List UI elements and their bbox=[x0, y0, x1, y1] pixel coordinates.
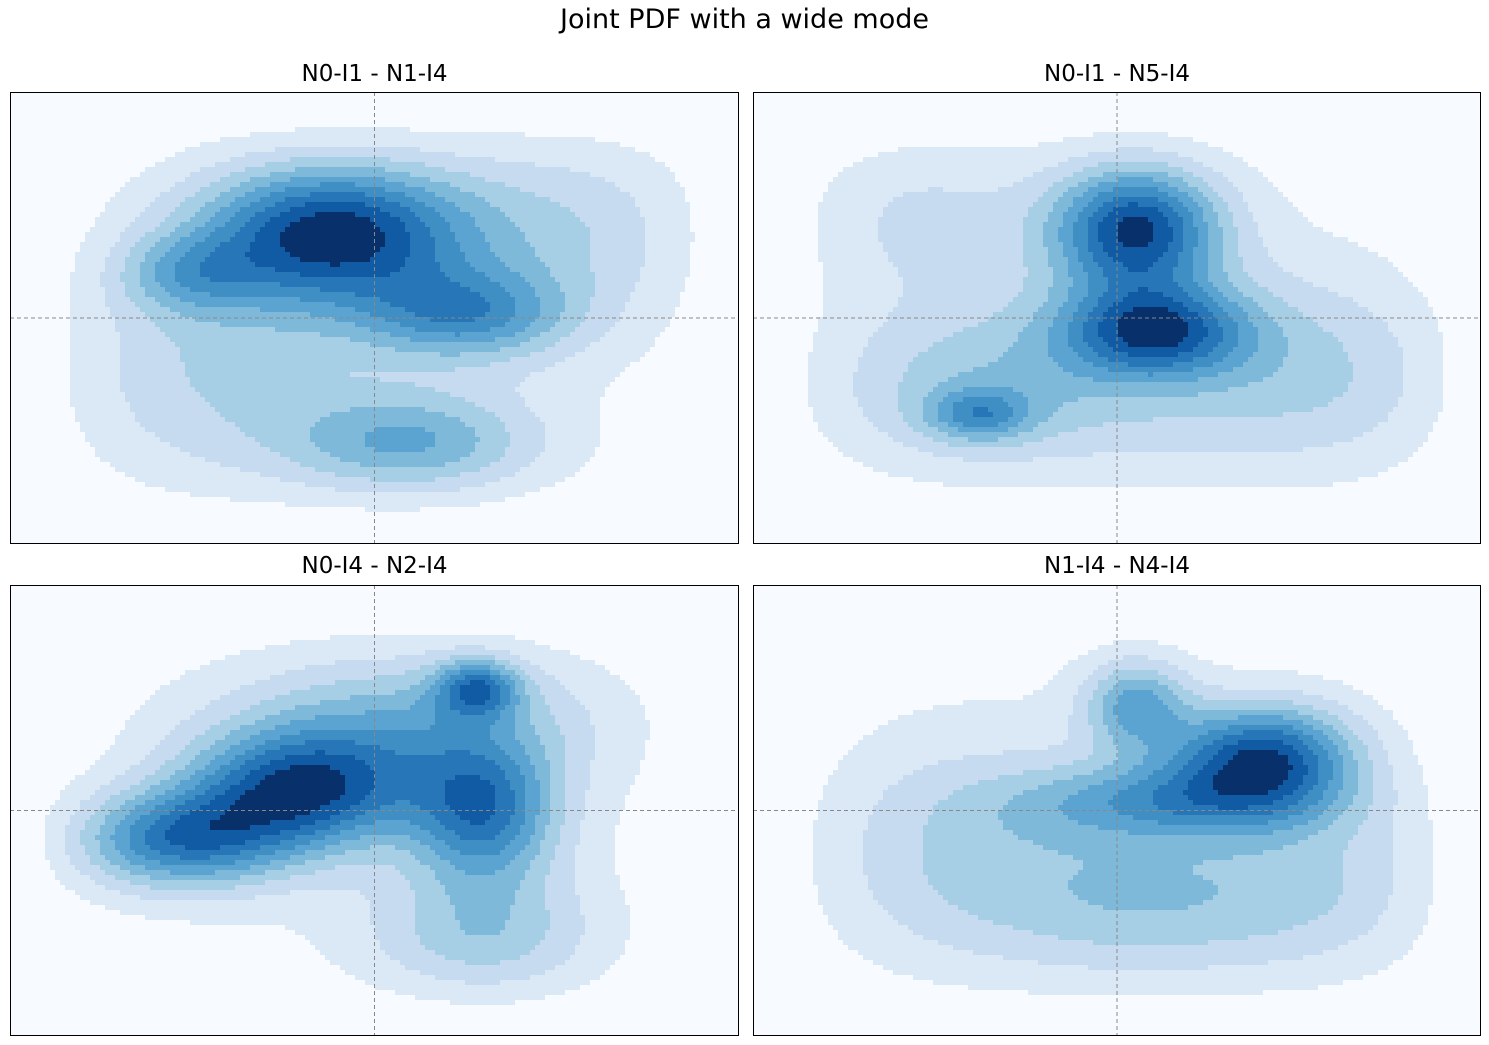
axes-frame bbox=[10, 585, 739, 1036]
contour-plot-3 bbox=[10, 585, 739, 1036]
contour-plot-4 bbox=[753, 585, 1481, 1036]
axes-frame bbox=[10, 92, 739, 544]
contour-panel-4 bbox=[753, 585, 1481, 1036]
contour-fill bbox=[753, 92, 1481, 544]
contour-plot-1 bbox=[10, 92, 739, 544]
subplot-title-3: N0-I4 - N2-I4 bbox=[10, 553, 739, 579]
contour-fill bbox=[753, 585, 1481, 1036]
subplot-title-4: N1-I4 - N4-I4 bbox=[753, 553, 1481, 579]
contour-panel-2 bbox=[753, 92, 1481, 544]
figure-title: Joint PDF with a wide mode bbox=[0, 4, 1489, 35]
axes-frame bbox=[753, 92, 1481, 544]
contour-plot-2 bbox=[753, 92, 1481, 544]
axes-frame bbox=[753, 585, 1481, 1036]
contour-panel-1 bbox=[10, 92, 739, 544]
subplot-title-1: N0-I1 - N1-I4 bbox=[10, 61, 739, 87]
contour-fill bbox=[10, 585, 739, 1036]
contour-fill bbox=[10, 92, 739, 544]
contour-panel-3 bbox=[10, 585, 739, 1036]
subplot-title-2: N0-I1 - N5-I4 bbox=[753, 61, 1481, 87]
